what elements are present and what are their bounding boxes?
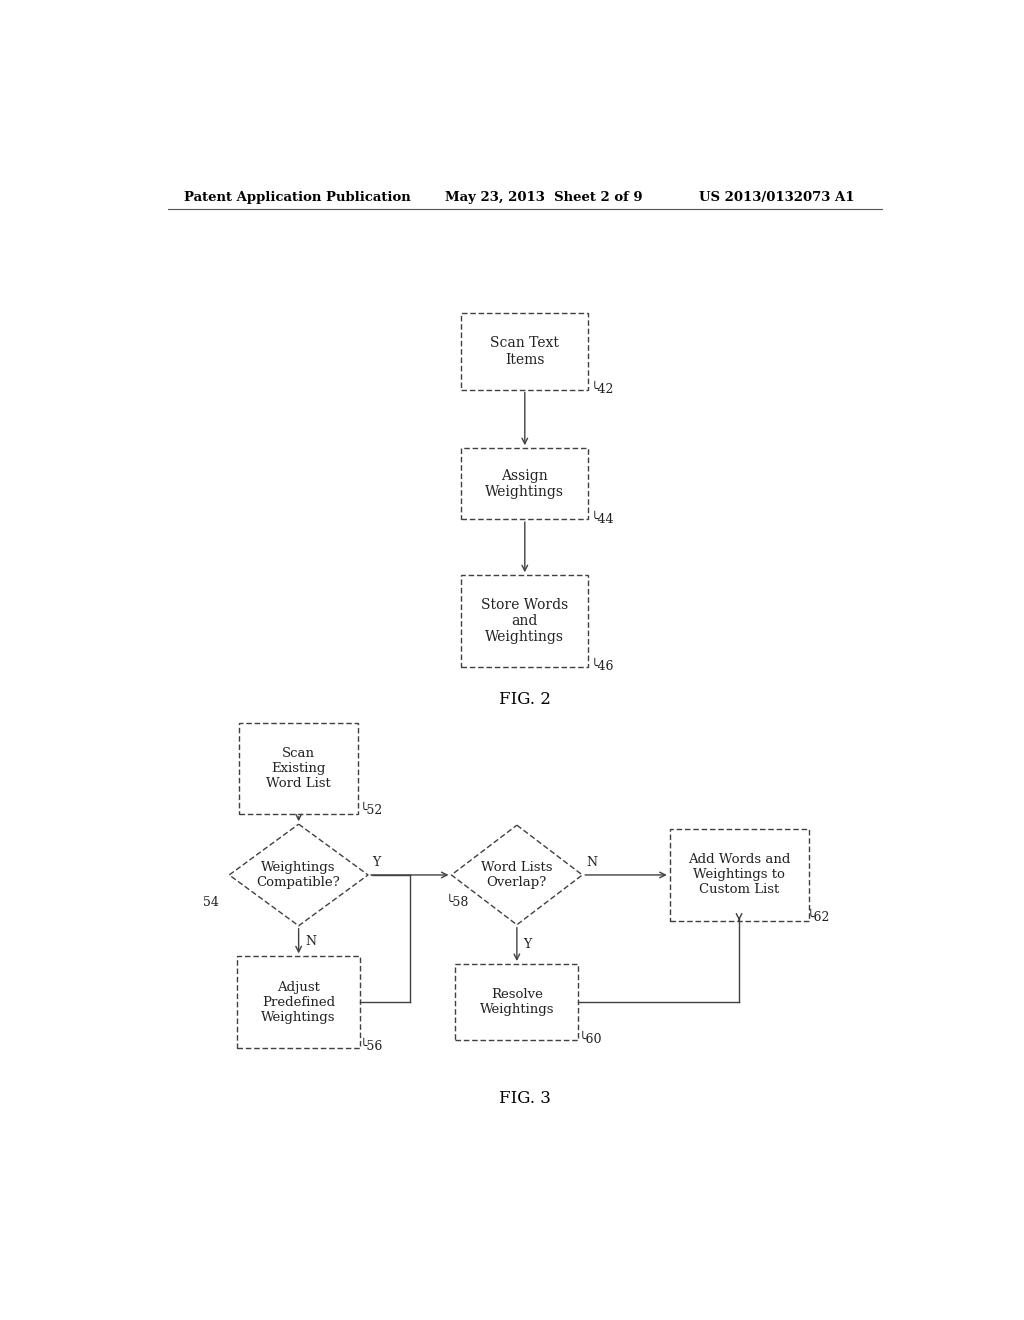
Text: Y: Y — [523, 937, 531, 950]
Text: May 23, 2013  Sheet 2 of 9: May 23, 2013 Sheet 2 of 9 — [445, 190, 643, 203]
Text: ╰62: ╰62 — [807, 911, 829, 924]
Text: ╰44: ╰44 — [591, 512, 614, 525]
Text: Scan
Existing
Word List: Scan Existing Word List — [266, 747, 331, 789]
FancyBboxPatch shape — [461, 313, 588, 389]
FancyBboxPatch shape — [461, 447, 588, 519]
Text: FIG. 2: FIG. 2 — [499, 690, 551, 708]
Text: ╰42: ╰42 — [591, 383, 614, 396]
Text: ╰56: ╰56 — [359, 1040, 383, 1053]
Text: N: N — [587, 857, 597, 870]
Text: ╰52: ╰52 — [359, 804, 383, 817]
FancyBboxPatch shape — [461, 576, 588, 667]
Polygon shape — [229, 824, 368, 925]
Text: Word Lists
Overlap?: Word Lists Overlap? — [481, 861, 553, 888]
Text: Adjust
Predefined
Weightings: Adjust Predefined Weightings — [261, 981, 336, 1023]
Text: Add Words and
Weightings to
Custom List: Add Words and Weightings to Custom List — [688, 854, 791, 896]
Text: Store Words
and
Weightings: Store Words and Weightings — [481, 598, 568, 644]
FancyBboxPatch shape — [238, 956, 360, 1048]
Text: US 2013/0132073 A1: US 2013/0132073 A1 — [699, 190, 855, 203]
FancyBboxPatch shape — [456, 964, 579, 1040]
Text: ╰46: ╰46 — [591, 660, 614, 673]
Text: Resolve
Weightings: Resolve Weightings — [479, 987, 554, 1016]
Text: Assign
Weightings: Assign Weightings — [485, 469, 564, 499]
Text: N: N — [305, 935, 316, 948]
Text: Y: Y — [372, 857, 380, 870]
Text: Weightings
Compatible?: Weightings Compatible? — [257, 861, 341, 888]
Polygon shape — [452, 825, 583, 925]
Text: ╰58: ╰58 — [445, 896, 469, 909]
Text: Scan Text
Items: Scan Text Items — [490, 337, 559, 367]
Text: 54: 54 — [204, 896, 219, 909]
FancyBboxPatch shape — [670, 829, 809, 921]
FancyBboxPatch shape — [240, 722, 358, 814]
Text: ╰60: ╰60 — [579, 1034, 602, 1047]
Text: FIG. 3: FIG. 3 — [499, 1090, 551, 1107]
Text: Patent Application Publication: Patent Application Publication — [183, 190, 411, 203]
